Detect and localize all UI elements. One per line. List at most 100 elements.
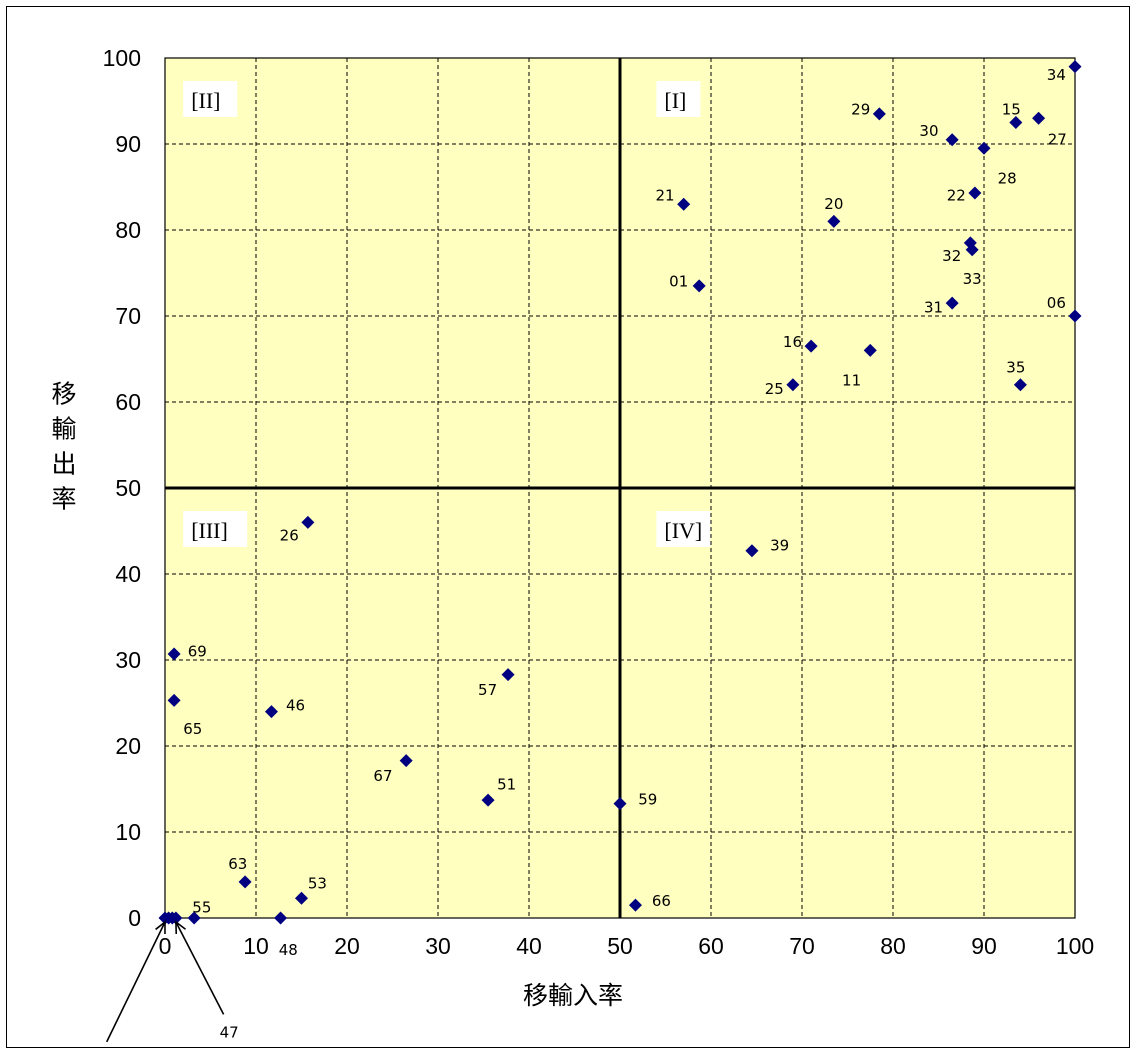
x-axis-label: 移輸入率 [523, 981, 623, 1010]
data-point-label: 25 [765, 380, 784, 398]
x-tick-label: 100 [1056, 933, 1094, 959]
data-point-marker [945, 133, 959, 147]
data-point-marker [1032, 111, 1046, 125]
x-tick-label: 20 [334, 933, 360, 959]
data-point-label: 16 [783, 333, 802, 351]
y-axis-label-char: 出 [51, 450, 76, 479]
data-point-marker [167, 647, 181, 661]
quadrant-label-text: [I] [664, 88, 686, 113]
y-axis-label-char: 輸 [51, 415, 76, 444]
data-point-marker [1068, 309, 1082, 323]
quadrant-labels: [I] [II] [III] [IV] [183, 81, 711, 547]
y-tick-label: 30 [115, 647, 141, 673]
x-tick-label: 60 [698, 933, 724, 959]
data-point-marker [481, 793, 495, 807]
data-point-label: 48 [279, 941, 298, 959]
data-point-label: 39 [770, 537, 789, 555]
data-point-label: 15 [1002, 101, 1021, 119]
data-point-marker [677, 197, 691, 211]
data-point-marker [274, 911, 288, 925]
data-point-marker [264, 705, 278, 719]
data-point-marker [692, 279, 706, 293]
data-point-marker [977, 141, 991, 155]
data-point-marker [1068, 60, 1082, 74]
x-tick-label: 50 [607, 933, 633, 959]
data-point-label: 30 [919, 122, 938, 140]
data-point-label: 32 [942, 247, 961, 265]
quadrant-label: [IV] [656, 511, 711, 547]
data-point-marker [295, 891, 308, 905]
x-tick-label: 40 [516, 933, 542, 959]
y-tick-label: 100 [103, 45, 141, 71]
data-point-label: 27 [1048, 131, 1067, 149]
data-point-marker [968, 186, 982, 200]
annotation-label: 47 [220, 1023, 239, 1041]
data-point-label: 69 [188, 642, 207, 660]
quadrant-label-text: [II] [191, 88, 220, 113]
data-point-marker [301, 515, 315, 529]
y-tick-label: 10 [115, 819, 141, 845]
data-point-label: 31 [924, 298, 943, 316]
data-point-label: 22 [947, 187, 966, 205]
quadrant-label-box [183, 511, 248, 547]
data-point-label: 28 [998, 169, 1017, 187]
data-point-marker [786, 378, 800, 392]
y-tick-label: 90 [115, 131, 141, 157]
y-tick-label: 80 [115, 217, 141, 243]
data-point-label: 20 [824, 195, 843, 213]
data-point-label: 06 [1047, 294, 1066, 312]
data-point-label: 01 [669, 273, 688, 291]
quadrant-label: [I] [656, 81, 701, 117]
x-tick-label: 0 [159, 933, 172, 959]
y-tick-label: 0 [128, 905, 141, 931]
x-tick-label: 10 [243, 933, 269, 959]
data-point-marker [745, 544, 759, 558]
data-point-label: 33 [963, 270, 982, 288]
data-point-label: 46 [286, 697, 305, 715]
y-tick-label: 50 [115, 475, 141, 501]
data-point-marker [613, 797, 627, 811]
data-point-marker [169, 911, 183, 925]
data-point-marker [863, 343, 877, 357]
data-point-marker [804, 339, 818, 353]
data-point-marker [167, 693, 181, 707]
data-point-marker [628, 898, 642, 912]
y-tick-label: 60 [115, 389, 141, 415]
annotation-arrow-line [175, 921, 225, 1015]
quadrant-label-box [183, 81, 238, 117]
data-point-label: 21 [656, 187, 675, 205]
data-point-label: 57 [478, 681, 497, 699]
reference-lines [165, 58, 1075, 918]
annotation-arrow-head [155, 920, 166, 935]
y-axis-ticks: 0 10 20 30 40 50 60 70 80 90 100 [103, 45, 141, 931]
data-point-marker [945, 296, 959, 310]
quadrant-label-box [656, 81, 701, 117]
quadrant-label: [III] [183, 511, 248, 547]
y-tick-label: 20 [115, 733, 141, 759]
data-point-label: 67 [373, 767, 392, 785]
data-point-label: 34 [1047, 66, 1066, 84]
quadrant-label: [II] [183, 81, 238, 117]
data-point-label: 29 [851, 101, 870, 119]
data-point-marker [399, 754, 413, 768]
quadrant-label-box [656, 511, 711, 547]
x-axis-ticks: 0 10 20 30 40 50 60 70 80 90 100 [159, 933, 1095, 959]
y-axis-label-char: 率 [51, 485, 76, 514]
data-point-marker [501, 668, 515, 682]
data-point-label: 11 [842, 372, 861, 390]
data-point-marker [1013, 378, 1027, 392]
annotation-arrow-head [175, 920, 186, 935]
data-point-marker [238, 875, 252, 889]
data-point-marker [1009, 116, 1023, 129]
data-point-label: 53 [308, 875, 327, 893]
data-point-label: 63 [228, 855, 247, 873]
annotation-label: 41 61 64 68 [47, 1051, 138, 1054]
data-point-label: 51 [497, 776, 516, 794]
quadrant-label-text: [IV] [664, 518, 702, 543]
data-point-label: 55 [192, 899, 211, 917]
data-point-label: 65 [183, 720, 202, 738]
x-tick-label: 80 [880, 933, 906, 959]
x-tick-label: 30 [425, 933, 451, 959]
